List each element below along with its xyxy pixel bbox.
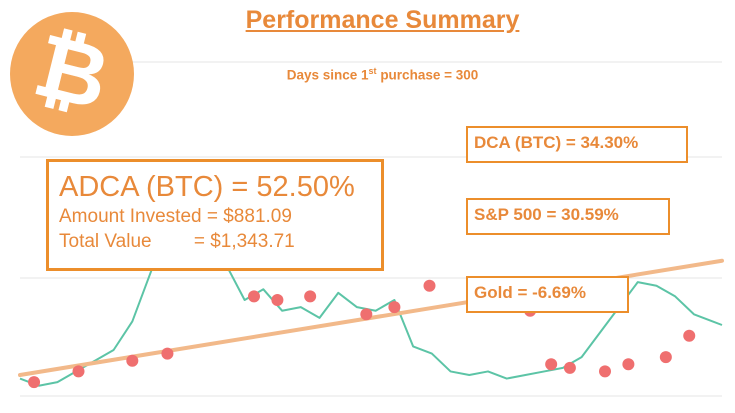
adca-return: ADCA (BTC) = 52.50% [59, 171, 355, 203]
purchase-marker [126, 354, 139, 367]
subtitle-prefix: Days since 1 [286, 67, 369, 83]
purchase-marker [622, 358, 635, 371]
sp500-return: S&P 500 = 30.59% [474, 205, 619, 224]
dca-return-box: DCA (BTC) = 34.30% [466, 126, 688, 163]
purchase-marker [28, 376, 41, 389]
purchase-marker [360, 308, 373, 321]
purchase-marker [388, 301, 401, 314]
subtitle-ordinal: st [368, 66, 377, 76]
subtitle-suffix: purchase = 300 [376, 67, 479, 83]
purchase-marker [248, 290, 260, 303]
purchase-marker [599, 365, 611, 378]
dca-return: DCA (BTC) = 34.30% [474, 133, 639, 152]
bitcoin-icon: ₿ [25, 14, 119, 129]
purchase-marker [659, 351, 672, 364]
purchase-marker [545, 358, 558, 371]
purchase-marker [563, 361, 576, 374]
purchase-marker [304, 290, 317, 303]
adca-summary-box: ADCA (BTC) = 52.50% Amount Invested = $8… [46, 159, 384, 271]
gold-return: Gold = -6.69% [474, 283, 586, 302]
price-series [19, 184, 723, 387]
days-since-purchase: Days since 1st purchase = 300 [200, 66, 565, 83]
amount-invested: Amount Invested = $881.09 [59, 206, 292, 227]
purchase-marker [271, 294, 284, 306]
page-title: Performance Summary [245, 6, 520, 34]
purchase-marker [72, 365, 85, 378]
total-value: Total Value = $1,343.71 [59, 231, 295, 252]
bitcoin-logo: ₿ [10, 12, 134, 136]
purchase-marker [161, 347, 174, 360]
purchase-marker [423, 279, 436, 292]
sp500-return-box: S&P 500 = 30.59% [466, 198, 670, 235]
purchase-marker [683, 329, 696, 342]
gold-return-box: Gold = -6.69% [466, 276, 629, 313]
btc-price-line [19, 184, 723, 387]
